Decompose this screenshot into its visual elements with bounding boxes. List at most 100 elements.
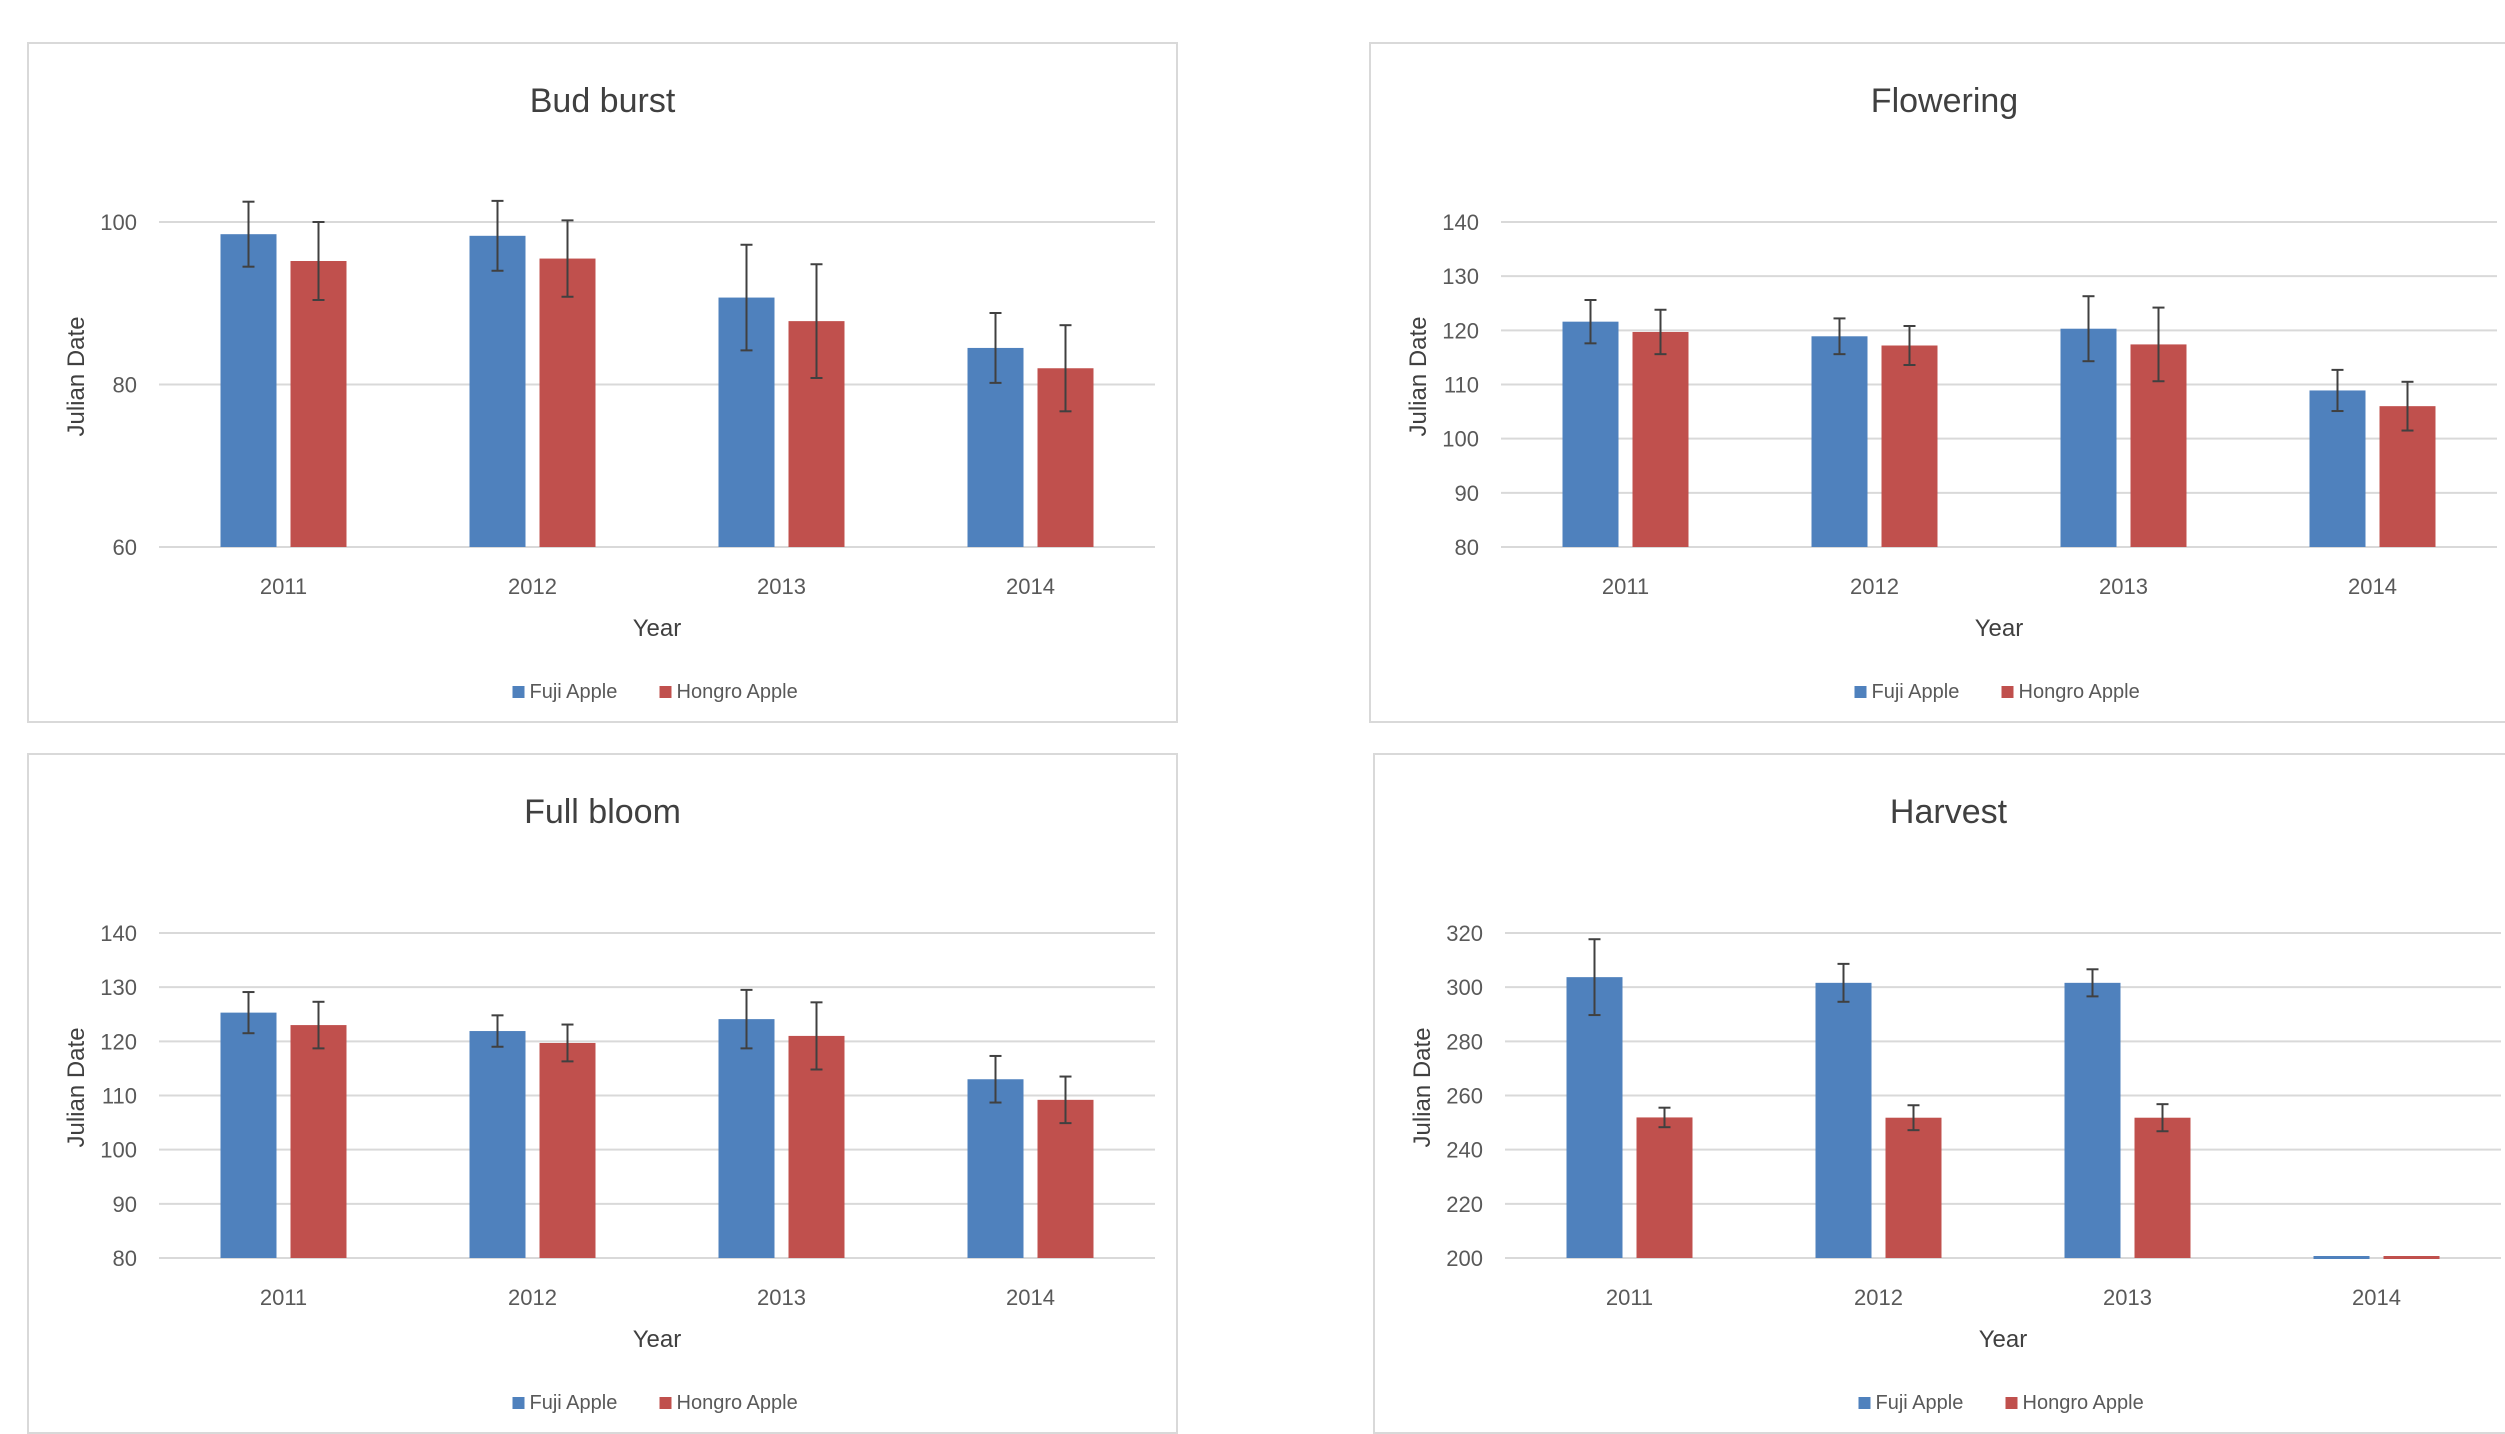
y-tick-label: 320 <box>1446 921 1483 946</box>
x-tick-label: 2014 <box>2348 574 2397 599</box>
chart-svg: Harvest 200 220 240 260 280 300 320 Julian Date 2… <box>1409 793 2501 1414</box>
bar <box>1815 982 1872 1258</box>
legend-label: Fuji Apple <box>530 1392 618 1414</box>
y-tick-label: 300 <box>1446 975 1483 1000</box>
legend-swatch <box>1854 686 1867 698</box>
bar <box>1885 1117 1942 1258</box>
y-axis-label: Julian Date <box>1409 1027 1436 1147</box>
chart-svg: Full bloom 80 90 100 110 120 130 140 Julian Date… <box>63 793 1155 1414</box>
legend-swatch <box>2001 686 2014 698</box>
chart-title: Flowering <box>1871 82 2018 120</box>
bar <box>2309 390 2366 547</box>
chart-panel-harvest: Harvest 200 220 240 260 280 300 320 Julian Date 2… <box>1373 753 2505 1434</box>
legend-label: Fuji Apple <box>1872 681 1960 703</box>
x-tick-label: 2012 <box>1854 1285 1903 1310</box>
y-tick-label: 80 <box>1455 535 1479 560</box>
legend-label: Hongro Apple <box>677 681 798 703</box>
y-tick-label: 90 <box>1455 481 1479 506</box>
legend-swatch <box>659 686 672 698</box>
bar <box>2383 1256 2440 1259</box>
bar <box>1636 1117 1693 1258</box>
bar <box>2313 1256 2370 1259</box>
x-axis-label: Year <box>1975 615 2024 642</box>
legend-label: Hongro Apple <box>677 1392 798 1414</box>
bar <box>2060 328 2117 547</box>
legend-label: Fuji Apple <box>530 681 618 703</box>
chart-title: Harvest <box>1890 793 2008 831</box>
chart-panel-flowering: Flowering 80 90 100 110 120 130 140 Julian Date 2… <box>1369 42 2505 723</box>
y-tick-label: 220 <box>1446 1192 1483 1217</box>
y-tick-label: 130 <box>1442 264 1479 289</box>
y-tick-label: 140 <box>1442 210 1479 235</box>
y-tick-label: 100 <box>100 210 137 235</box>
bar <box>290 1025 347 1258</box>
bar <box>1881 345 1938 547</box>
legend-swatch <box>659 1397 672 1409</box>
y-tick-label: 80 <box>113 373 137 398</box>
y-tick-label: 90 <box>113 1192 137 1217</box>
bar <box>290 261 347 547</box>
x-tick-label: 2012 <box>508 1285 557 1310</box>
y-tick-label: 140 <box>100 921 137 946</box>
x-tick-label: 2011 <box>1602 574 1649 599</box>
y-tick-label: 110 <box>102 1084 137 1109</box>
bar <box>1566 977 1623 1258</box>
x-tick-label: 2011 <box>1606 1285 1653 1310</box>
chart-title: Full bloom <box>524 793 681 831</box>
bar <box>2064 982 2121 1258</box>
y-tick-label: 100 <box>1442 427 1479 452</box>
bar <box>1037 1099 1094 1258</box>
legend-swatch <box>1858 1397 1871 1409</box>
y-tick-label: 100 <box>100 1138 137 1163</box>
bar <box>2134 1117 2191 1258</box>
legend-swatch <box>512 686 525 698</box>
bar <box>1811 336 1868 547</box>
legend-label: Fuji Apple <box>1876 1392 1964 1414</box>
y-tick-label: 110 <box>1444 373 1479 398</box>
x-axis-label: Year <box>1979 1326 2028 1353</box>
legend-label: Hongro Apple <box>2023 1392 2144 1414</box>
x-tick-label: 2013 <box>2099 574 2148 599</box>
y-axis-label: Julian Date <box>63 316 90 436</box>
y-tick-label: 80 <box>113 1246 137 1271</box>
y-tick-label: 60 <box>113 535 137 560</box>
y-tick-label: 120 <box>100 1029 137 1054</box>
bar <box>967 1079 1024 1258</box>
legend-label: Hongro Apple <box>2019 681 2140 703</box>
x-tick-label: 2014 <box>1006 1285 1055 1310</box>
legend-swatch <box>512 1397 525 1409</box>
y-tick-label: 240 <box>1446 1138 1483 1163</box>
x-axis-label: Year <box>633 1326 682 1353</box>
x-axis-label: Year <box>633 615 682 642</box>
x-tick-label: 2014 <box>1006 574 1055 599</box>
chart-svg: Bud burst 60 80 100 Julian Date 2011 2012 2013 2… <box>63 82 1155 703</box>
y-tick-label: 130 <box>100 975 137 1000</box>
chart-title: Bud burst <box>530 82 676 120</box>
x-tick-label: 2013 <box>757 1285 806 1310</box>
bar <box>1562 321 1619 547</box>
x-tick-label: 2012 <box>508 574 557 599</box>
bar <box>1632 331 1689 547</box>
x-tick-label: 2013 <box>2103 1285 2152 1310</box>
y-tick-label: 120 <box>1442 318 1479 343</box>
y-tick-label: 280 <box>1446 1029 1483 1054</box>
bar <box>788 1035 845 1258</box>
chart-panel-full-bloom: Full bloom 80 90 100 110 120 130 140 Julian Date… <box>27 753 1178 1434</box>
bar <box>469 235 526 547</box>
bar <box>220 234 277 547</box>
x-tick-label: 2014 <box>2352 1285 2401 1310</box>
bar <box>539 1042 596 1258</box>
legend-swatch <box>2005 1397 2018 1409</box>
bar <box>718 1019 775 1258</box>
y-tick-label: 200 <box>1446 1246 1483 1271</box>
x-tick-label: 2013 <box>757 574 806 599</box>
x-tick-label: 2011 <box>260 1285 307 1310</box>
chart-svg: Flowering 80 90 100 110 120 130 140 Julian Date 2… <box>1405 82 2497 703</box>
chart-panel-bud-burst: Bud burst 60 80 100 Julian Date 2011 2012 2013 2… <box>27 42 1178 723</box>
x-tick-label: 2011 <box>260 574 307 599</box>
y-axis-label: Julian Date <box>1405 316 1432 436</box>
bar <box>220 1012 277 1258</box>
x-tick-label: 2012 <box>1850 574 1899 599</box>
bar <box>469 1031 526 1258</box>
y-tick-label: 260 <box>1446 1084 1483 1109</box>
